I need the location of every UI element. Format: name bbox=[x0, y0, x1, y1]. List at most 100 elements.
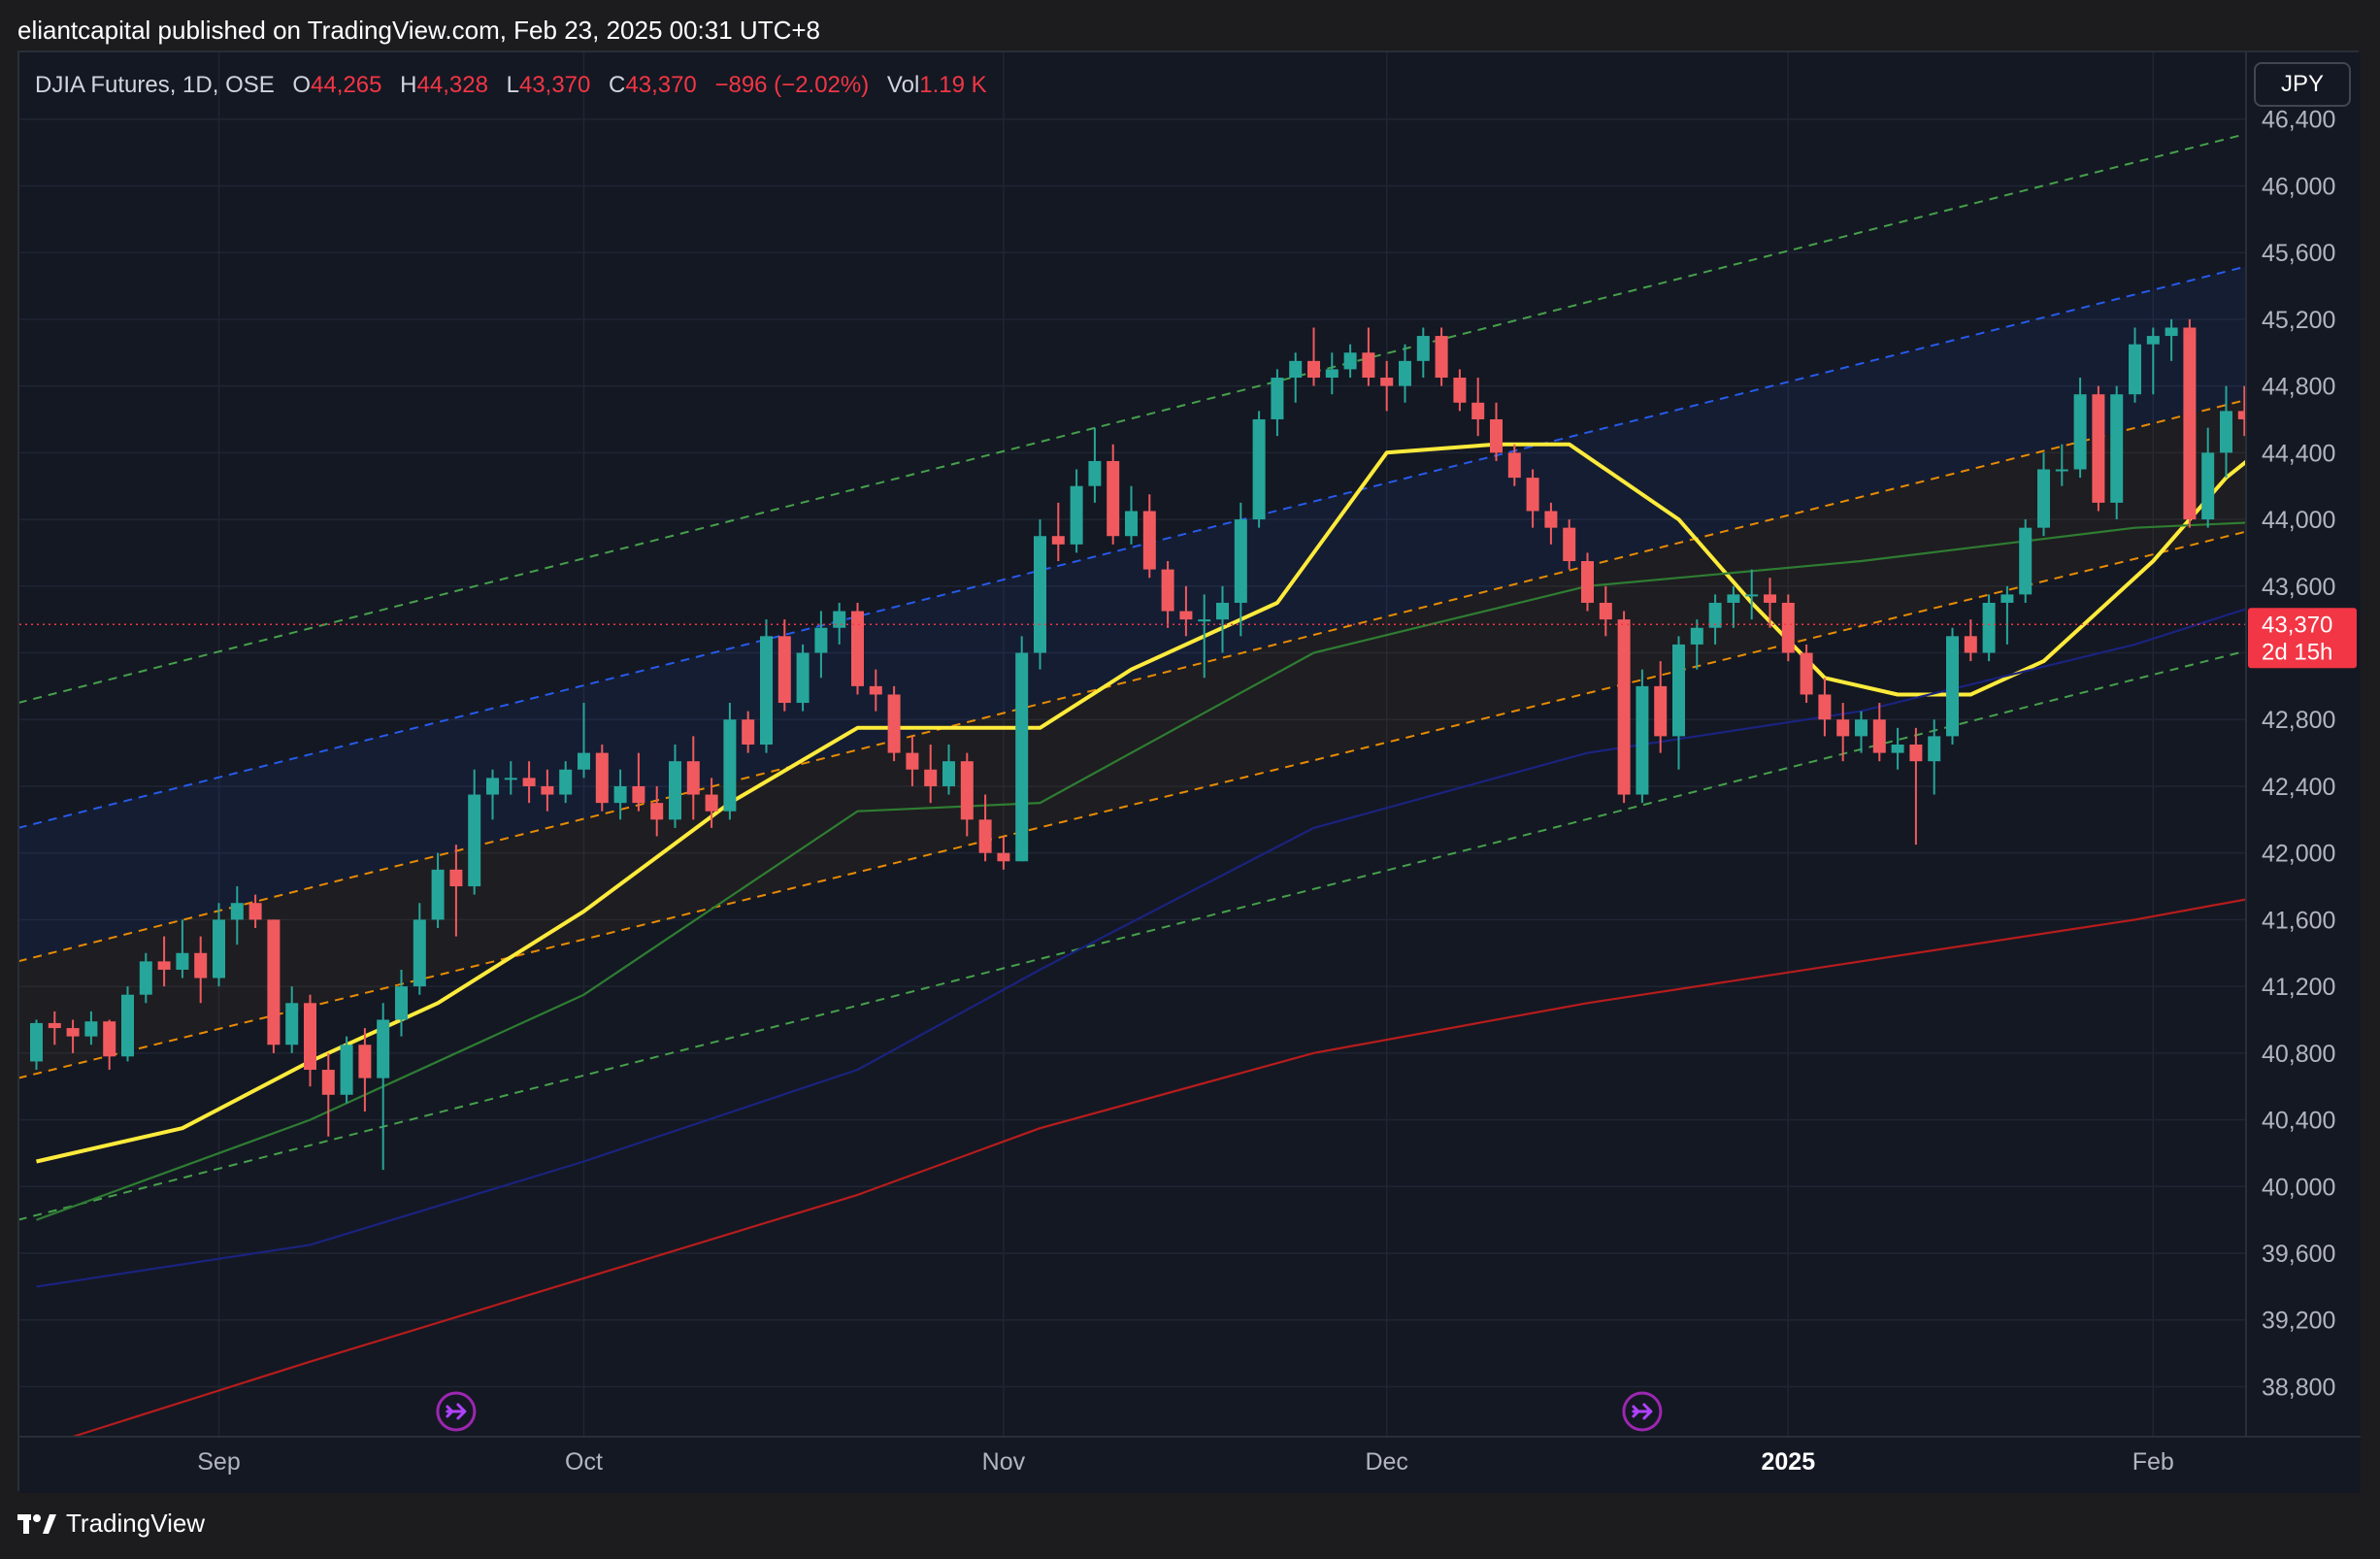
candle-body bbox=[1380, 378, 1394, 386]
candle-body bbox=[1928, 736, 1941, 762]
candle-body bbox=[833, 611, 846, 628]
candle-body bbox=[1745, 594, 1759, 597]
candle-body bbox=[1234, 519, 1247, 603]
event-marker bbox=[436, 1391, 477, 1432]
candle-body bbox=[796, 652, 810, 704]
high-label: H bbox=[400, 72, 417, 98]
candle bbox=[121, 986, 134, 1062]
volume-value: 1.19 K bbox=[919, 72, 987, 98]
candle bbox=[2146, 327, 2160, 395]
candle bbox=[1764, 578, 1776, 628]
event-marker bbox=[1622, 1391, 1663, 1432]
candle-body bbox=[1507, 452, 1521, 479]
candle-body bbox=[924, 769, 938, 786]
candle-body bbox=[960, 761, 974, 820]
candle bbox=[960, 752, 974, 837]
close-label: C bbox=[609, 72, 626, 98]
candle-body bbox=[1946, 636, 1959, 737]
candle bbox=[2220, 385, 2232, 479]
candle-body bbox=[1872, 719, 1886, 753]
candle-body bbox=[906, 752, 919, 770]
candle bbox=[358, 1028, 372, 1111]
candle-body bbox=[760, 636, 773, 745]
price-tick-label: 40,800 bbox=[2262, 1041, 2335, 1068]
candle bbox=[669, 745, 681, 828]
candle-body bbox=[358, 1045, 372, 1078]
candle-body bbox=[1654, 685, 1668, 737]
candle bbox=[1034, 519, 1046, 670]
brand-name: TradingView bbox=[66, 1509, 206, 1538]
candle bbox=[176, 919, 189, 979]
tradingview-brand[interactable]: TradingView bbox=[17, 1509, 205, 1539]
symbol-info: DJIA Futures, 1D, OSE bbox=[35, 72, 275, 98]
candle-body bbox=[1526, 478, 1539, 512]
currency-button[interactable]: JPY bbox=[2254, 62, 2351, 107]
candle bbox=[851, 602, 864, 695]
candle bbox=[1872, 703, 1886, 762]
candle-body bbox=[1216, 602, 1229, 620]
price-tick-label: 40,000 bbox=[2262, 1174, 2335, 1201]
candle bbox=[340, 1036, 353, 1104]
candle bbox=[742, 711, 755, 753]
price-tick-label: 39,600 bbox=[2262, 1241, 2335, 1268]
candle-body bbox=[2183, 327, 2197, 520]
price-tick-label: 42,000 bbox=[2262, 841, 2335, 868]
last-price-tag-bg bbox=[2248, 608, 2357, 669]
candle-body bbox=[2073, 394, 2087, 470]
candle-body bbox=[1034, 536, 1046, 653]
candle-body bbox=[1289, 360, 1303, 379]
candle-body bbox=[2110, 394, 2124, 503]
publish-header: eliantcapital published on TradingView.c… bbox=[17, 16, 820, 45]
candle bbox=[613, 769, 627, 820]
candle-body bbox=[103, 1021, 116, 1057]
candle bbox=[213, 903, 225, 987]
high-value: 44,328 bbox=[416, 72, 488, 98]
candle-body bbox=[213, 919, 225, 979]
candle bbox=[1818, 678, 1832, 737]
dividend-arrow-icon bbox=[446, 1403, 467, 1420]
candle-body bbox=[997, 852, 1010, 862]
candle bbox=[139, 952, 152, 1004]
price-tick-label: 40,400 bbox=[2262, 1108, 2335, 1135]
candle-body bbox=[723, 719, 737, 812]
candle-body bbox=[1179, 611, 1193, 620]
candle bbox=[103, 1019, 116, 1071]
channel-fills bbox=[17, 232, 2380, 1078]
candle bbox=[833, 602, 846, 645]
price-tick-label: 42,800 bbox=[2262, 707, 2335, 734]
candle-body bbox=[978, 819, 992, 853]
moving-average-line bbox=[72, 879, 2380, 1439]
price-chart[interactable]: 46,400 46,000 45,600 45,200 44,800 44,400 44,0… bbox=[17, 52, 2380, 1493]
candle-body bbox=[2037, 469, 2050, 528]
candle-body bbox=[1891, 745, 1904, 753]
chart-frame[interactable]: 46,400 46,000 45,600 45,200 44,800 44,400 44,0… bbox=[17, 50, 2380, 1493]
candle-body bbox=[1781, 602, 1795, 653]
candle bbox=[2092, 385, 2105, 512]
candle bbox=[1563, 519, 1576, 570]
candle bbox=[1507, 444, 1521, 486]
candle bbox=[66, 1019, 80, 1053]
candle bbox=[1599, 585, 1612, 637]
candle bbox=[1636, 669, 1649, 804]
candle bbox=[377, 1003, 390, 1171]
candle-body bbox=[1343, 352, 1357, 370]
time-axis-bg bbox=[19, 1437, 2361, 1493]
price-axis: 46,400 46,000 45,600 45,200 44,800 44,400 44,0… bbox=[2245, 52, 2361, 1437]
time-tick-label: Sep bbox=[197, 1448, 240, 1476]
candle-body bbox=[1070, 485, 1083, 545]
price-tick-label: 45,200 bbox=[2262, 307, 2335, 334]
candle-body bbox=[1252, 418, 1266, 520]
price-tick-label: 46,000 bbox=[2262, 173, 2335, 200]
candle bbox=[1891, 727, 1904, 770]
price-axis-bg bbox=[2246, 52, 2361, 1437]
candle-body bbox=[777, 636, 791, 704]
candle bbox=[230, 886, 244, 945]
candle-body bbox=[869, 685, 882, 695]
candle-body bbox=[2092, 394, 2105, 503]
candle bbox=[1271, 369, 1284, 437]
candle-body bbox=[66, 1028, 80, 1037]
candle bbox=[1672, 636, 1685, 770]
candle bbox=[157, 936, 171, 987]
candle bbox=[887, 685, 901, 762]
candle-body bbox=[1435, 336, 1448, 379]
